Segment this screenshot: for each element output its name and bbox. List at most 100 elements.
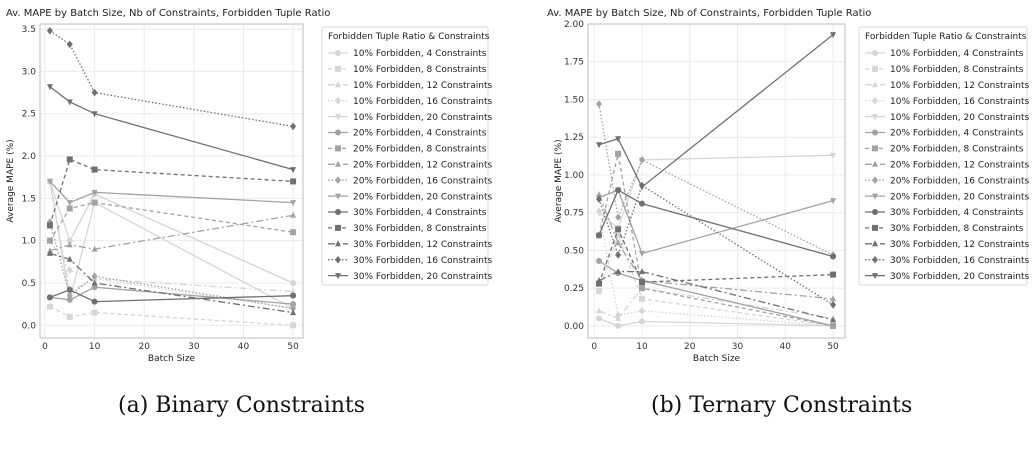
- legend-item-label: 10% Forbidden, 4 Constraints: [353, 49, 487, 59]
- data-point: [615, 268, 622, 275]
- y-tick-label: 0.25: [564, 284, 584, 294]
- x-tick-label: 30: [188, 342, 200, 352]
- y-tick-label: 1.25: [564, 133, 584, 143]
- y-tick-label: 0.50: [564, 246, 584, 256]
- data-point: [290, 287, 297, 294]
- series-line: [598, 34, 834, 189]
- data-point: [615, 213, 622, 222]
- x-axis-label: Batch Size: [693, 354, 741, 364]
- series-line: [598, 270, 834, 321]
- data-point: [830, 271, 837, 278]
- data-point: [615, 136, 622, 143]
- data-point: [46, 237, 53, 244]
- legend-item-label: 30% Forbidden, 12 Constraints: [890, 240, 1030, 250]
- legend-item-label: 20% Forbidden, 20 Constraints: [353, 192, 493, 202]
- data-point: [595, 307, 602, 314]
- legend-swatch-marker: [872, 273, 878, 280]
- data-point: [638, 268, 645, 275]
- series-line: [598, 227, 834, 284]
- data-point: [595, 315, 602, 322]
- x-tick-label: 0: [591, 342, 597, 352]
- legend-swatch-marker: [872, 193, 878, 200]
- legend-swatch-marker: [335, 193, 341, 200]
- data-point: [830, 322, 837, 329]
- data-point: [66, 156, 73, 163]
- data-point: [66, 237, 73, 244]
- x-tick-label: 40: [238, 342, 250, 352]
- legend-swatch-marker: [335, 255, 341, 264]
- data-point: [615, 251, 622, 259]
- series-line: [49, 86, 294, 171]
- data-point: [91, 298, 98, 305]
- data-point: [46, 84, 53, 91]
- data-point: [830, 32, 837, 39]
- data-point: [290, 292, 297, 299]
- y-tick-label: 1.5: [22, 194, 36, 204]
- data-point: [638, 200, 645, 207]
- y-tick-label: 1.0: [22, 237, 37, 247]
- x-tick-label: 0: [42, 342, 48, 352]
- y-tick-label: 1.75: [564, 58, 584, 68]
- data-point: [595, 280, 602, 287]
- series-line: [598, 184, 834, 306]
- data-point: [595, 258, 602, 265]
- data-point: [91, 199, 98, 206]
- y-axis-label: Average MAPE (%): [554, 139, 564, 222]
- legend-swatch-marker: [335, 65, 341, 72]
- y-axis-label: Average MAPE (%): [6, 139, 16, 222]
- legend-item-label: 30% Forbidden, 4 Constraints: [890, 208, 1024, 218]
- data-point: [91, 88, 98, 97]
- series-line: [49, 181, 294, 309]
- data-point: [638, 318, 645, 325]
- y-tick-label: 0.75: [564, 209, 584, 219]
- legend-title: Forbidden Tuple Ratio & Constraints: [328, 32, 490, 42]
- legend-item-label: 20% Forbidden, 4 Constraints: [890, 129, 1024, 139]
- legend-frame: [321, 26, 489, 286]
- data-point: [46, 249, 53, 256]
- legend-swatch-marker: [335, 145, 341, 152]
- series-line: [49, 30, 294, 128]
- data-point: [46, 178, 53, 185]
- caption-ternary: (b) Ternary Constraints: [651, 393, 913, 418]
- data-point: [66, 291, 73, 300]
- data-point: [91, 279, 98, 286]
- x-tick-label: 20: [684, 342, 696, 352]
- x-tick-label: 10: [636, 342, 648, 352]
- data-point: [830, 316, 837, 323]
- data-point: [615, 311, 622, 320]
- data-point: [638, 295, 645, 302]
- data-point: [46, 303, 53, 310]
- data-point: [66, 241, 73, 248]
- legend-item-label: 10% Forbidden, 8 Constraints: [353, 65, 487, 75]
- chart-title: Av. MAPE by Batch Size, Nb of Constraint…: [547, 8, 871, 19]
- data-point: [290, 229, 297, 236]
- y-tick-label: 2.5: [22, 110, 36, 120]
- legend-item-label: 20% Forbidden, 8 Constraints: [353, 145, 487, 155]
- legend-swatch-marker: [872, 81, 878, 88]
- data-point: [615, 187, 622, 194]
- data-point: [66, 255, 73, 262]
- data-point: [290, 322, 297, 329]
- x-tick-label: 10: [89, 342, 101, 352]
- series-line: [598, 260, 834, 327]
- y-tick-label: 1.50: [564, 95, 584, 105]
- series-line: [49, 180, 294, 204]
- chart-binary: Av. MAPE by Batch Size, Nb of Constraint…: [6, 8, 493, 364]
- data-point: [66, 99, 73, 106]
- data-point: [595, 210, 602, 217]
- legend-item-label: 20% Forbidden, 16 Constraints: [353, 176, 493, 186]
- legend-swatch-marker: [335, 273, 341, 280]
- caption-binary: (a) Binary Constraints: [118, 393, 366, 418]
- y-tick-label: 2.0: [22, 152, 37, 162]
- legend-item-label: 30% Forbidden, 20 Constraints: [353, 272, 493, 282]
- data-point: [595, 232, 602, 239]
- legend-swatch-marker: [872, 160, 878, 167]
- legend-swatch-marker: [872, 209, 878, 215]
- data-point: [638, 279, 645, 286]
- data-point: [830, 198, 837, 205]
- legend-frame: [858, 26, 1028, 286]
- series-line: [49, 252, 294, 314]
- legend-swatch-marker: [872, 240, 878, 247]
- data-point: [638, 285, 645, 292]
